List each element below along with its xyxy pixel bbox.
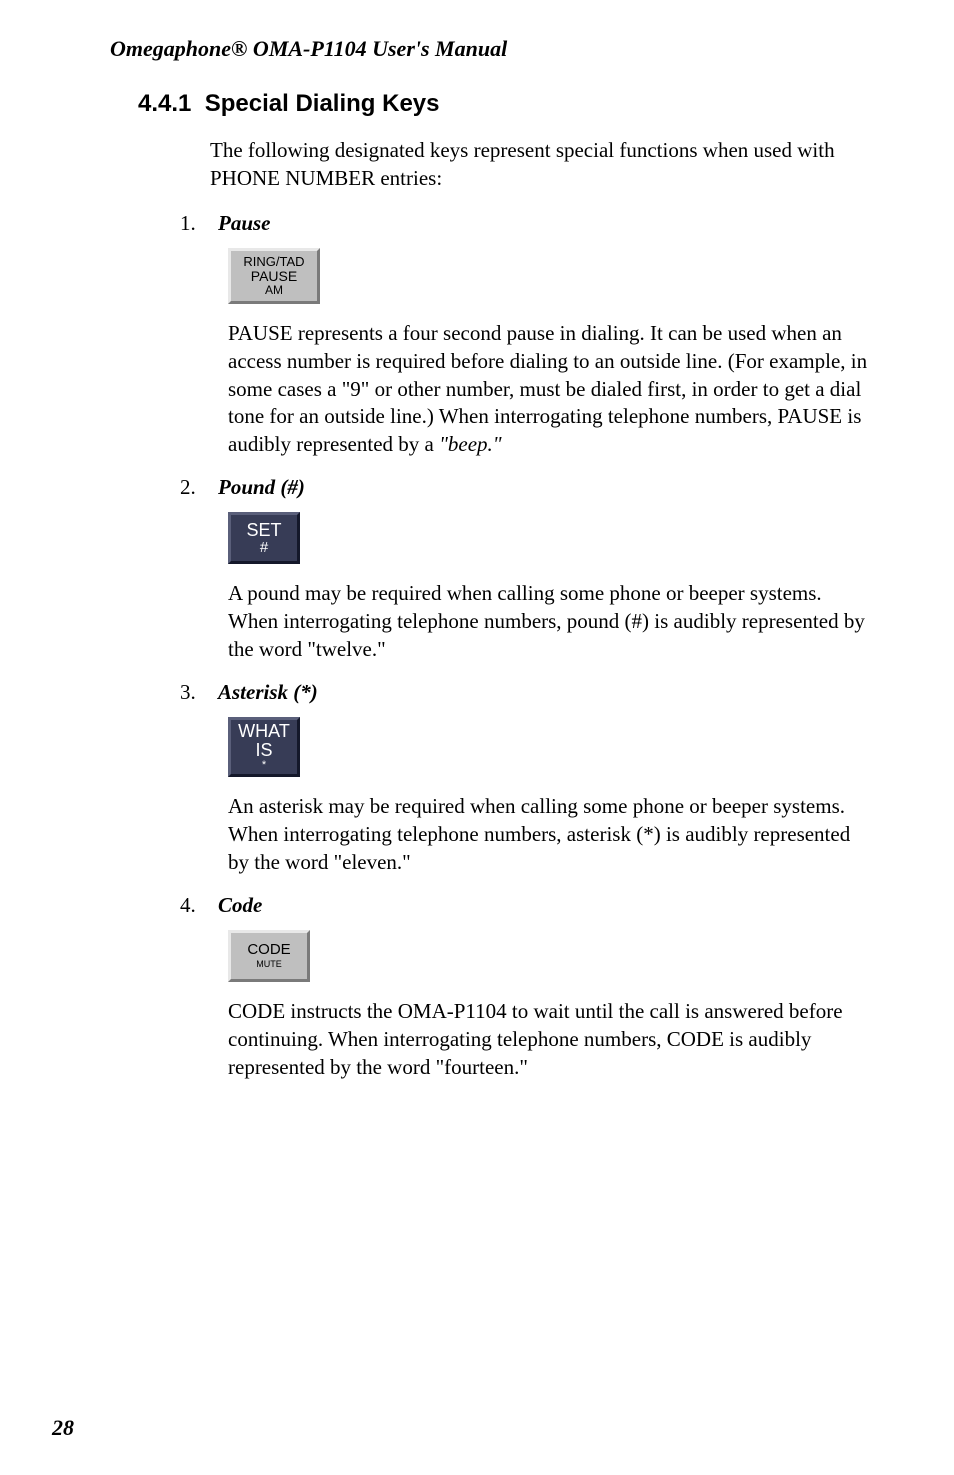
key-line: * bbox=[262, 760, 266, 772]
list-term: Pound (#) bbox=[218, 475, 305, 500]
list-term: Code bbox=[218, 893, 262, 918]
key-line: AM bbox=[265, 284, 283, 297]
key-line: RING/TAD bbox=[243, 255, 304, 269]
key-line: IS bbox=[255, 741, 272, 760]
list-item: 2. Pound (#) SET # A pound may be requir… bbox=[180, 475, 874, 664]
item-paragraph: CODE instructs the OMA-P1104 to wait unt… bbox=[228, 998, 874, 1082]
page-number: 28 bbox=[52, 1415, 74, 1441]
section-number: 4.4.1 bbox=[138, 90, 191, 117]
intro-paragraph: The following designated keys represent … bbox=[210, 136, 874, 193]
section-title: 4.4.1 Special Dialing Keys bbox=[138, 90, 874, 118]
list-term: Pause bbox=[218, 211, 271, 236]
list-number: 4. bbox=[180, 893, 200, 918]
running-header: Omegaphone® OMA-P1104 User's Manual bbox=[110, 36, 874, 62]
key-line: CODE bbox=[247, 942, 290, 958]
para-text: An asterisk may be required when calling… bbox=[228, 794, 850, 874]
item-paragraph: An asterisk may be required when calling… bbox=[228, 793, 874, 877]
para-emphasis: "beep." bbox=[439, 432, 502, 456]
key-line: WHAT bbox=[238, 722, 290, 741]
para-text: CODE instructs the OMA-P1104 to wait unt… bbox=[228, 999, 843, 1079]
key-line: PAUSE bbox=[251, 269, 297, 284]
para-text: A pound may be required when calling som… bbox=[228, 581, 865, 661]
item-paragraph: PAUSE represents a four second pause in … bbox=[228, 320, 874, 460]
list-term: Asterisk (*) bbox=[218, 680, 318, 705]
list-number: 3. bbox=[180, 680, 200, 705]
item-paragraph: A pound may be required when calling som… bbox=[228, 580, 874, 664]
list-number: 1. bbox=[180, 211, 200, 236]
key-line: # bbox=[260, 540, 268, 556]
key-graphic-pause: RING/TAD PAUSE AM bbox=[228, 248, 874, 304]
key-line: SET bbox=[246, 521, 281, 540]
key-graphic-asterisk: WHAT IS * bbox=[228, 717, 874, 777]
section-heading: Special Dialing Keys bbox=[205, 90, 440, 117]
key-graphic-code: CODE MUTE bbox=[228, 930, 874, 982]
key-graphic-pound: SET # bbox=[228, 512, 874, 564]
list-item: 1. Pause RING/TAD PAUSE AM PAUSE represe… bbox=[180, 211, 874, 460]
list-item: 3. Asterisk (*) WHAT IS * An asterisk ma… bbox=[180, 680, 874, 877]
list-item: 4. Code CODE MUTE CODE instructs the OMA… bbox=[180, 893, 874, 1082]
key-line: MUTE bbox=[256, 960, 282, 969]
para-text: PAUSE represents a four second pause in … bbox=[228, 321, 867, 457]
list-number: 2. bbox=[180, 475, 200, 500]
